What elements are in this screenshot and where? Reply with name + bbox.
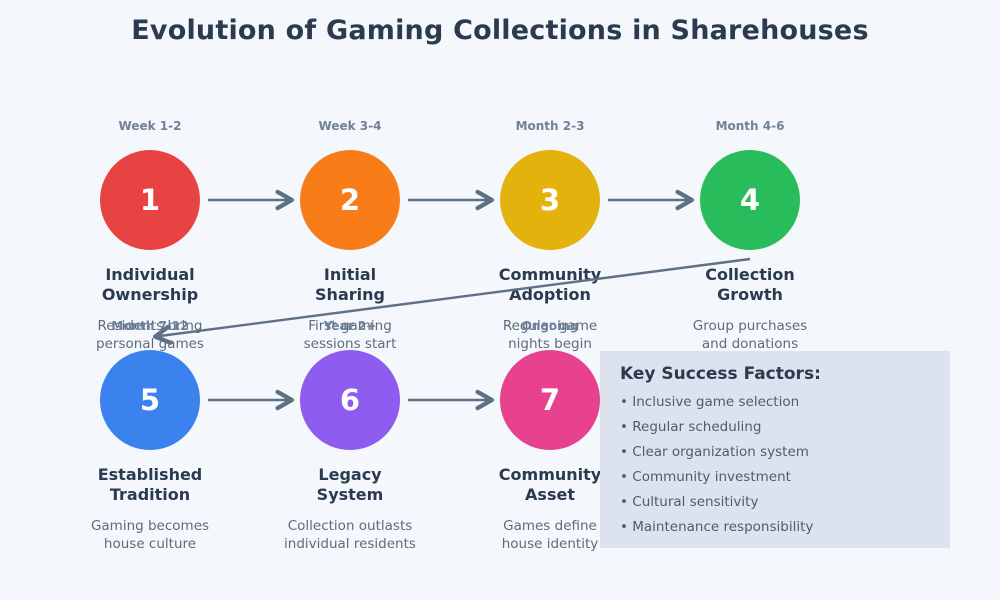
stage-title-line1: Legacy (318, 465, 382, 484)
stage-number: 7 (539, 383, 561, 417)
stage-description: Collection outlasts individual residents (250, 517, 450, 553)
stage-title: Legacy System (250, 465, 450, 505)
stage-title-line1: Individual (105, 265, 195, 284)
stage-description-line1: Games define (503, 518, 597, 534)
stage-description: Gaming becomes house culture (50, 517, 250, 553)
key-success-factors-panel: Key Success Factors: Inclusive game sele… (600, 351, 950, 548)
stage-number: 3 (539, 183, 561, 217)
stage-description-line2: house identity (501, 536, 599, 552)
stage-circle: 3 (500, 150, 600, 250)
key-factor-item: Community investment (620, 465, 932, 490)
stage-description-line1: Collection outlasts (287, 518, 413, 534)
stage-title-line1: Initial (323, 265, 377, 284)
key-factor-item: Cultural sensitivity (620, 490, 932, 515)
stage: Year 2+ 6 Legacy System Collection outla… (250, 318, 450, 553)
stage-title-line1: Community (498, 265, 602, 284)
stage-circle: 2 (300, 150, 400, 250)
stage-circle: 7 (500, 350, 600, 450)
stage-description-line2: and donations (701, 336, 799, 352)
stage-title: Established Tradition (50, 465, 250, 505)
stage-circle: 1 (100, 150, 200, 250)
stage-description-line2: individual residents (284, 536, 416, 552)
stage-number: 1 (139, 183, 161, 217)
stage-title-line1: Collection (705, 265, 795, 284)
key-factors-list: Inclusive game selectionRegular scheduli… (620, 390, 932, 540)
stage-title: Individual Ownership (50, 265, 250, 305)
stage-description: Games define house identity (450, 517, 650, 553)
stage-number: 6 (339, 383, 361, 417)
stage-description: Group purchases and donations (650, 317, 850, 353)
stage-number: 4 (739, 183, 761, 217)
stage-title-line2: Sharing (315, 285, 385, 304)
key-factor-item: Maintenance responsibility (620, 515, 932, 540)
stage-time-label: Month 4-6 (715, 119, 785, 133)
stage-title: Community Adoption (450, 265, 650, 305)
stage-title-line1: Established (97, 465, 203, 484)
stage-title-line2: Ownership (101, 285, 199, 304)
stage-title: Initial Sharing (250, 265, 450, 305)
stage-description-line2: sessions start (303, 336, 397, 352)
stage-description-line2: nights begin (508, 336, 592, 352)
stage-time-label: Month 7-12 (111, 319, 189, 333)
key-factor-item: Inclusive game selection (620, 390, 932, 415)
stage-time-label: Week 3-4 (318, 119, 382, 133)
stage-title: Collection Growth (650, 265, 850, 305)
stage: Week 1-2 1 Individual Ownership Resident… (50, 118, 250, 353)
key-factor-item: Clear organization system (620, 440, 932, 465)
stage-title-line2: Asset (525, 485, 575, 504)
stage-title-line1: Community (498, 465, 602, 484)
stage: Month 7-12 5 Established Tradition Gamin… (50, 318, 250, 553)
stage-number: 2 (339, 183, 361, 217)
stage: Month 4-6 4 Collection Growth Group purc… (650, 118, 850, 353)
stage-time-label: Month 2-3 (515, 119, 585, 133)
key-factors-title: Key Success Factors: (620, 364, 821, 384)
stage-description-line1: Gaming becomes (90, 518, 210, 534)
stage-title-line2: Adoption (509, 285, 591, 304)
stage-time-label: Week 1-2 (118, 119, 182, 133)
stage-description-line2: personal games (96, 336, 204, 352)
stage-description-line1: Group purchases (692, 318, 808, 334)
stage-title-line2: System (316, 485, 384, 504)
stage-title-line2: Tradition (109, 485, 191, 504)
stage-time-label: Ongoing (521, 319, 579, 333)
stage-circle: 4 (700, 150, 800, 250)
stage-number: 5 (139, 383, 161, 417)
stage-title-line2: Growth (717, 285, 783, 304)
stage-circle: 5 (100, 350, 200, 450)
stage-time-label: Year 2+ (323, 319, 377, 333)
stage-title: Community Asset (450, 465, 650, 505)
key-factor-item: Regular scheduling (620, 415, 932, 440)
page-title: Evolution of Gaming Collections in Share… (131, 15, 869, 46)
stage-circle: 6 (300, 350, 400, 450)
stage-description-line2: house culture (103, 536, 197, 552)
